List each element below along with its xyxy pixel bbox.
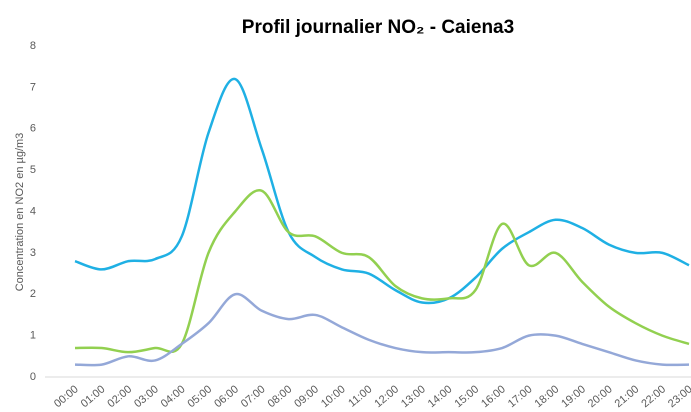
x-tick-label: 01:00 <box>79 383 108 410</box>
series-line <box>74 77 690 305</box>
x-tick-label: 19:00 <box>559 383 588 410</box>
y-tick-label: 8 <box>30 40 36 52</box>
x-tick-label: 18:00 <box>533 383 562 410</box>
x-tick-label: 21:00 <box>613 383 642 410</box>
x-tick-label: 11:00 <box>346 383 374 409</box>
y-tick-label: 5 <box>30 164 36 176</box>
x-tick-label: 04:00 <box>159 383 188 410</box>
x-tick-label: 12:00 <box>372 383 401 410</box>
y-tick-label: 1 <box>30 330 36 342</box>
y-tick-label: 7 <box>30 81 36 93</box>
x-tick-label: 14:00 <box>426 383 455 410</box>
x-tick-label: 05:00 <box>185 383 214 410</box>
x-tick-label: 15:00 <box>452 383 481 410</box>
x-tick-label: 08:00 <box>266 383 295 410</box>
y-tick-label: 2 <box>30 288 36 300</box>
y-tick-label: 3 <box>30 247 36 259</box>
x-tick-label: 22:00 <box>639 383 668 410</box>
x-tick-label: 09:00 <box>292 383 321 410</box>
x-tick-label: 17:00 <box>506 383 535 410</box>
series-line <box>74 292 690 367</box>
x-tick-label: 20:00 <box>586 383 615 410</box>
y-axis-label: Concentration en NO2 en µg/m3 <box>14 133 26 292</box>
x-tick-label: 03:00 <box>132 383 161 410</box>
series-line <box>74 189 690 354</box>
x-tick-label: 10:00 <box>319 383 348 410</box>
x-tick-label: 00:00 <box>52 383 81 410</box>
x-tick-label: 07:00 <box>239 383 268 410</box>
chart-title: Profil journalier NO₂ - Caiena3 <box>242 17 514 38</box>
x-tick-label: 02:00 <box>105 383 134 410</box>
x-tick-label: 23:00 <box>666 383 691 410</box>
y-tick-label: 4 <box>30 205 36 217</box>
y-tick-label: 0 <box>30 371 36 383</box>
x-tick-label: 16:00 <box>479 383 508 410</box>
y-tick-label: 6 <box>30 123 36 135</box>
x-tick-label: 13:00 <box>399 383 428 410</box>
x-tick-label: 06:00 <box>212 383 241 410</box>
